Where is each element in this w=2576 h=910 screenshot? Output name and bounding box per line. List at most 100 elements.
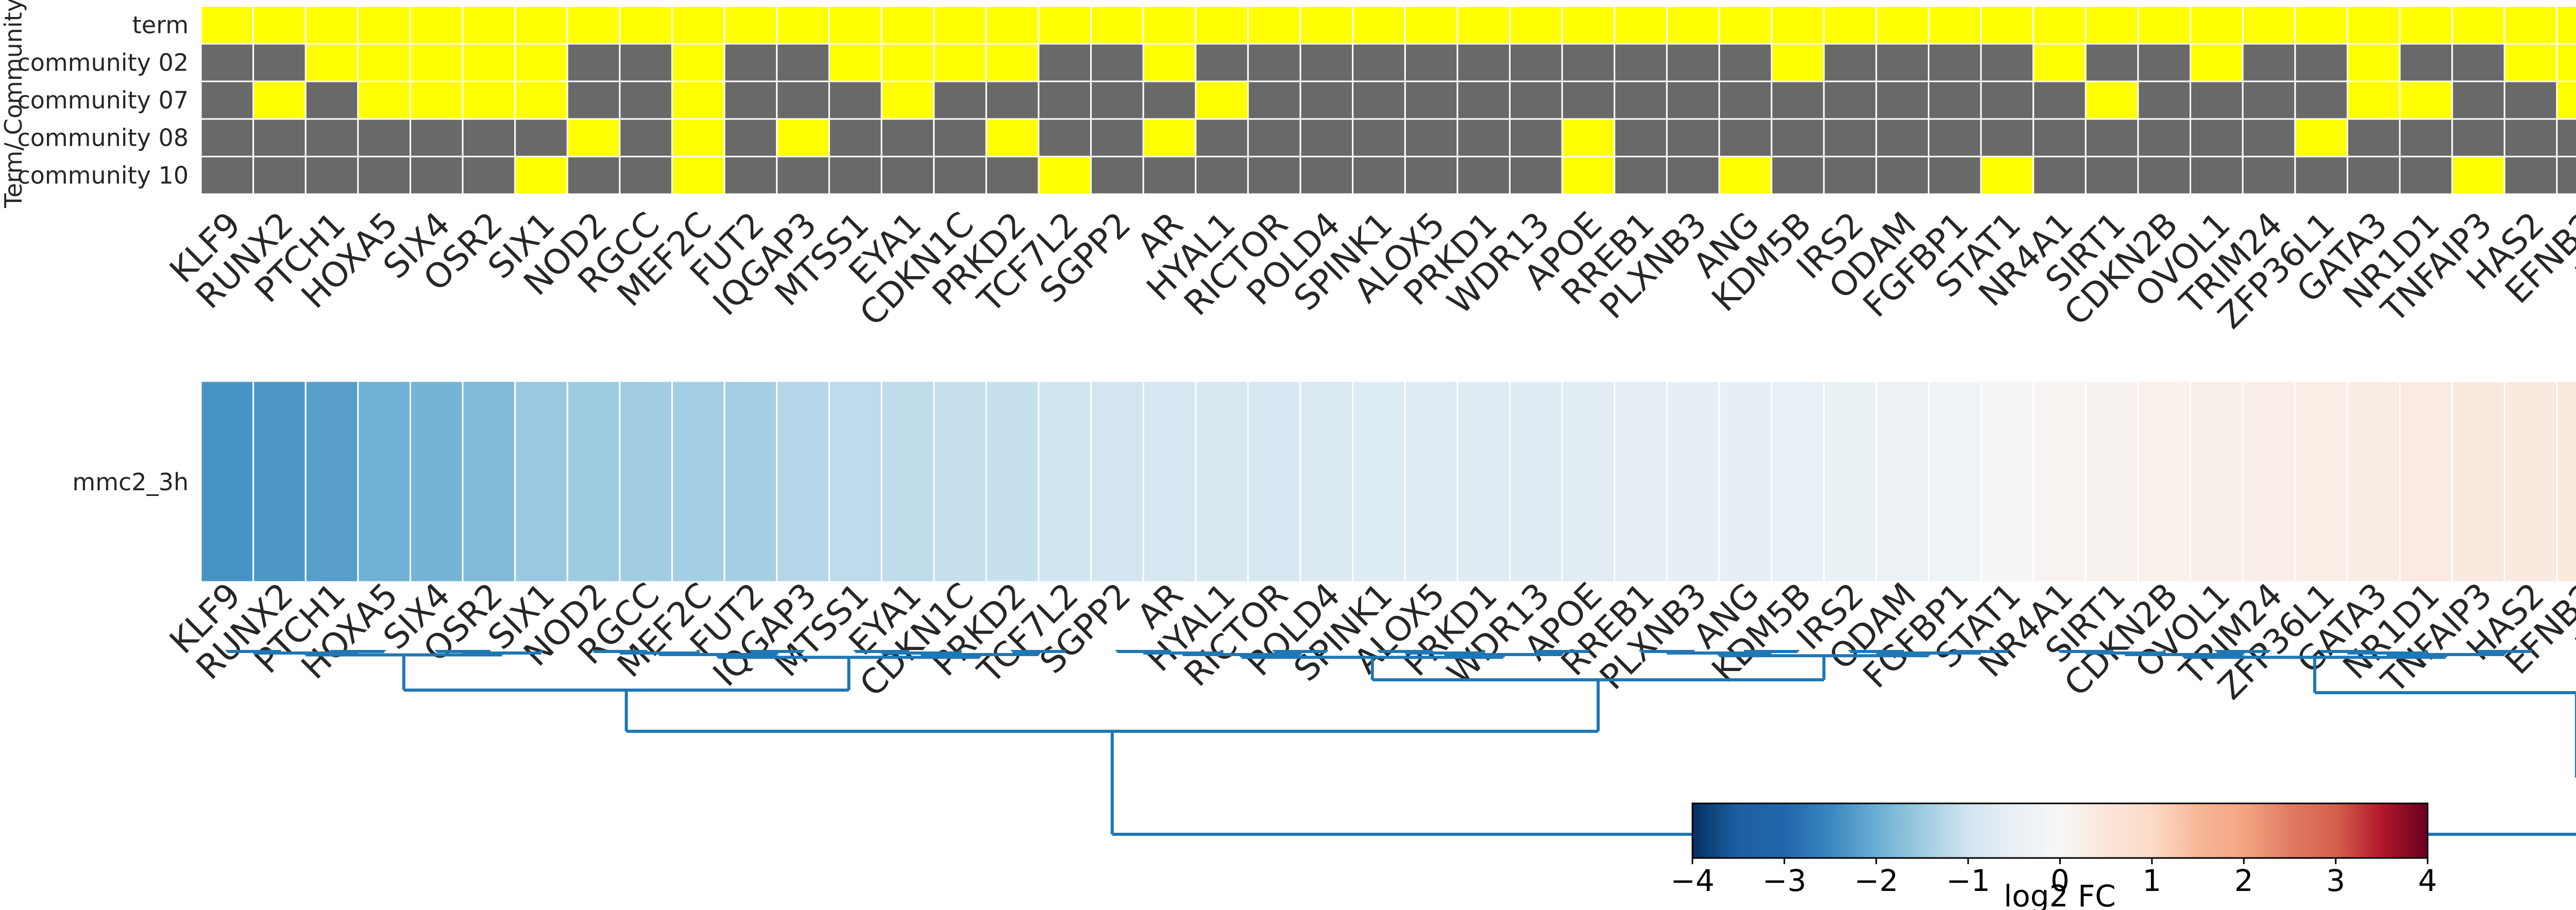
log2fc-cell [2503, 380, 2558, 583]
membership-cell [2242, 5, 2296, 45]
membership-cell [462, 80, 516, 120]
membership-cell [357, 43, 411, 82]
log2fc-cell [2294, 380, 2348, 583]
colorbar-tick-label: −2 [1854, 863, 1899, 898]
membership-cell [1247, 156, 1301, 195]
membership-gene-labels: KLF9RUNX2PTCH1HOXA5SIX4OSR2SIX1NOD2RGCCM… [162, 204, 2576, 336]
membership-cell [1404, 80, 1459, 120]
membership-cell [723, 80, 778, 120]
membership-cell [828, 80, 883, 120]
log2fc-cell [357, 380, 411, 583]
membership-cell [514, 43, 568, 82]
log2fc-cell [1771, 380, 1825, 583]
membership-cell [1404, 5, 1459, 45]
membership-cell [776, 156, 830, 195]
membership-cell [1456, 80, 1511, 120]
membership-cell [2503, 80, 2558, 120]
colorbar-tick-label: 0 [2050, 863, 2070, 898]
membership-cell [1666, 118, 1720, 158]
membership-cell [2084, 118, 2139, 158]
membership-cell [2503, 5, 2558, 45]
colorbar-tick-label: −3 [1762, 863, 1807, 898]
membership-cell [1299, 43, 1354, 82]
membership-cell [1875, 43, 1929, 82]
membership-cell [1823, 5, 1877, 45]
membership-cell [1142, 118, 1197, 158]
membership-cell [723, 5, 778, 45]
membership-cell [1614, 5, 1668, 45]
membership-cell [2032, 5, 2087, 45]
membership-cell [304, 43, 359, 82]
log2fc-cell [2137, 380, 2192, 583]
membership-cell [1927, 80, 1982, 120]
membership-cell [1038, 43, 1092, 82]
membership-cell [1404, 43, 1459, 82]
row-label: community 08 [17, 124, 189, 152]
membership-cell [1771, 118, 1825, 158]
membership-cell [1090, 80, 1144, 120]
colorbar-tick-label: 1 [2142, 863, 2161, 898]
membership-cell [514, 5, 568, 45]
membership-cell [776, 80, 830, 120]
membership-cell [2346, 5, 2401, 45]
log2fc-cell [723, 380, 778, 583]
membership-cell [1823, 80, 1877, 120]
log2fc-row-label: mmc2_3h [72, 468, 189, 496]
membership-cell [1927, 156, 1982, 195]
membership-cell [1771, 5, 1825, 45]
membership-cell [2294, 5, 2348, 45]
log2fc-cell [619, 380, 673, 583]
membership-cell [619, 43, 673, 82]
colorbar-tick-label: −1 [1946, 863, 1990, 898]
membership-cell [514, 156, 568, 195]
membership-cell [1456, 5, 1511, 45]
log2fc-cell [1195, 380, 1249, 583]
membership-cell [566, 80, 621, 120]
membership-cell [2190, 118, 2244, 158]
membership-cell [723, 156, 778, 195]
membership-cell [252, 156, 307, 195]
log2fc-cell [1352, 380, 1406, 583]
colorbar: −4 −3 −2 −1 0 1 2 3 4 log2 FC [1670, 802, 2437, 910]
membership-cell [1718, 5, 1773, 45]
membership-cell [200, 43, 255, 82]
membership-cell [2190, 156, 2244, 195]
log2fc-cell [933, 380, 987, 583]
membership-cell [933, 5, 987, 45]
membership-cell [880, 156, 935, 195]
membership-cell [566, 5, 621, 45]
membership-cell [409, 80, 464, 120]
membership-cell [1142, 80, 1197, 120]
membership-cell [2556, 156, 2576, 195]
membership-cell [985, 5, 1040, 45]
membership-cell [2451, 5, 2505, 45]
log2fc-cell [2032, 380, 2087, 583]
membership-cell [2032, 118, 2087, 158]
log2fc-cell [1142, 380, 1197, 583]
membership-cell [1927, 5, 1982, 45]
membership-cell [462, 156, 516, 195]
membership-cell [566, 43, 621, 82]
membership-cell [252, 118, 307, 158]
membership-cell [828, 118, 883, 158]
membership-cell [1090, 156, 1144, 195]
membership-cell [1718, 156, 1773, 195]
log2fc-cell [1038, 380, 1092, 583]
membership-cell [2556, 43, 2576, 82]
membership-cell [2399, 118, 2453, 158]
membership-cell [2451, 80, 2505, 120]
membership-cell [1509, 156, 1563, 195]
membership-cell [2503, 156, 2558, 195]
membership-cell [1090, 43, 1144, 82]
membership-cell [2190, 80, 2244, 120]
membership-cell [1666, 43, 1720, 82]
membership-cell [304, 156, 359, 195]
membership-cell [2137, 118, 2192, 158]
colorbar-tick-label: 3 [2326, 863, 2345, 898]
colorbar-tick-label: −4 [1670, 863, 1715, 898]
log2fc-cell [1561, 380, 1616, 583]
membership-cell [985, 118, 1040, 158]
membership-cell [880, 5, 935, 45]
membership-cell [776, 118, 830, 158]
membership-cell [2294, 118, 2348, 158]
